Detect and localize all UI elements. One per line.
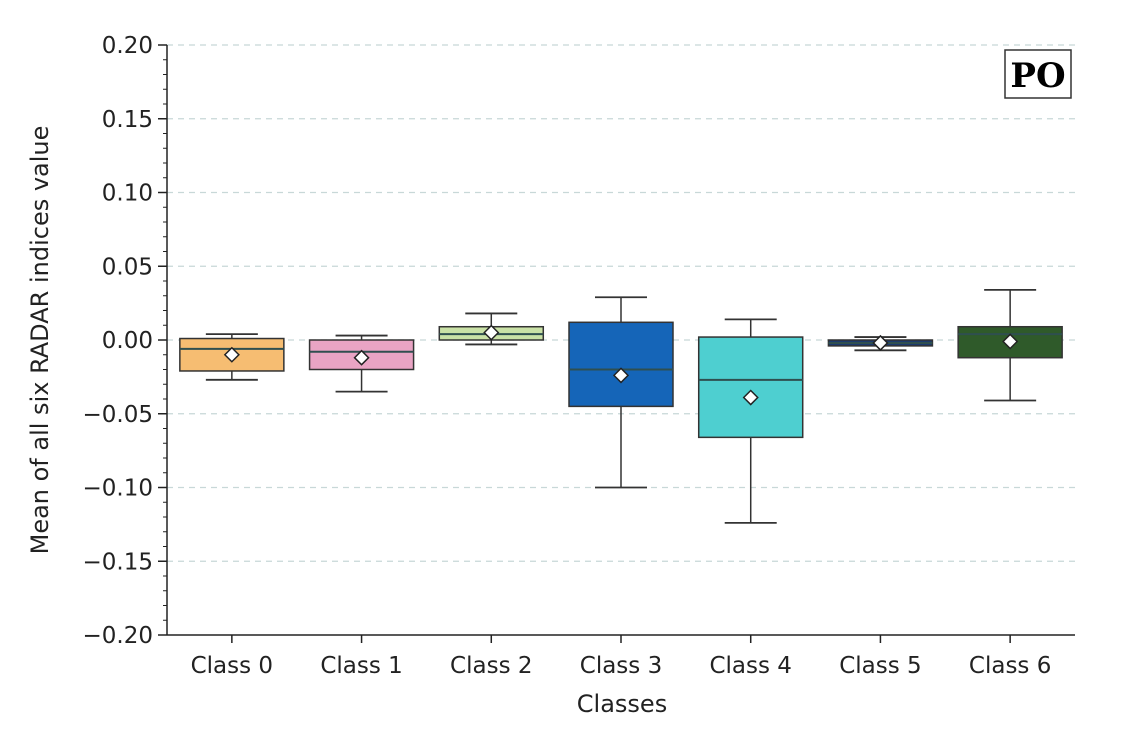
x-tick-label: Class 6 (969, 653, 1051, 679)
y-tick-label: −0.20 (83, 623, 153, 649)
y-tick-label: 0.00 (102, 328, 153, 354)
box-plot-series (179, 288, 1063, 524)
tick-labels: 0.20 0.15 0.10 0.05 0.00 −0.05 −0.10 −0.15 −0.20… (83, 33, 1052, 679)
box-class-5 (827, 334, 934, 352)
panel-label: PO (1010, 56, 1065, 96)
x-tick-label: Class 3 (580, 653, 662, 679)
x-tick-label: Class 4 (709, 653, 791, 679)
y-tick-label: 0.20 (102, 33, 153, 59)
y-tick-label: 0.05 (102, 254, 153, 280)
axes (158, 44, 1075, 643)
x-tick-label: Class 2 (450, 653, 532, 679)
box-class-6 (957, 288, 1063, 402)
iqr-box (697, 336, 804, 439)
box-class-2 (438, 312, 545, 346)
y-tick-label: −0.05 (83, 402, 153, 428)
x-axis-title: Classes (577, 690, 667, 718)
box-class-1 (308, 334, 415, 393)
mean-marker (223, 346, 240, 363)
mean-marker (872, 334, 889, 352)
x-tick-label: Class 5 (839, 653, 921, 679)
iqr-box (568, 321, 674, 408)
y-tick-label: 0.15 (102, 107, 153, 133)
mean-marker (742, 389, 759, 406)
box-class-3 (568, 296, 674, 489)
y-axis-title: Mean of all six RADAR indices value (26, 126, 54, 555)
x-tick-label: Class 1 (320, 653, 402, 679)
panel-label-box: PO (1004, 49, 1072, 99)
box-class-4 (697, 318, 804, 524)
mean-marker (483, 324, 500, 341)
x-tick-label: Class 0 (191, 653, 273, 679)
mean-marker (353, 349, 370, 366)
y-tick-label: −0.15 (83, 549, 153, 575)
y-tick-label: 0.10 (102, 181, 153, 207)
box-class-0 (179, 333, 285, 381)
mean-marker (612, 367, 630, 384)
y-tick-label: −0.10 (83, 476, 153, 502)
mean-marker (1002, 333, 1019, 350)
